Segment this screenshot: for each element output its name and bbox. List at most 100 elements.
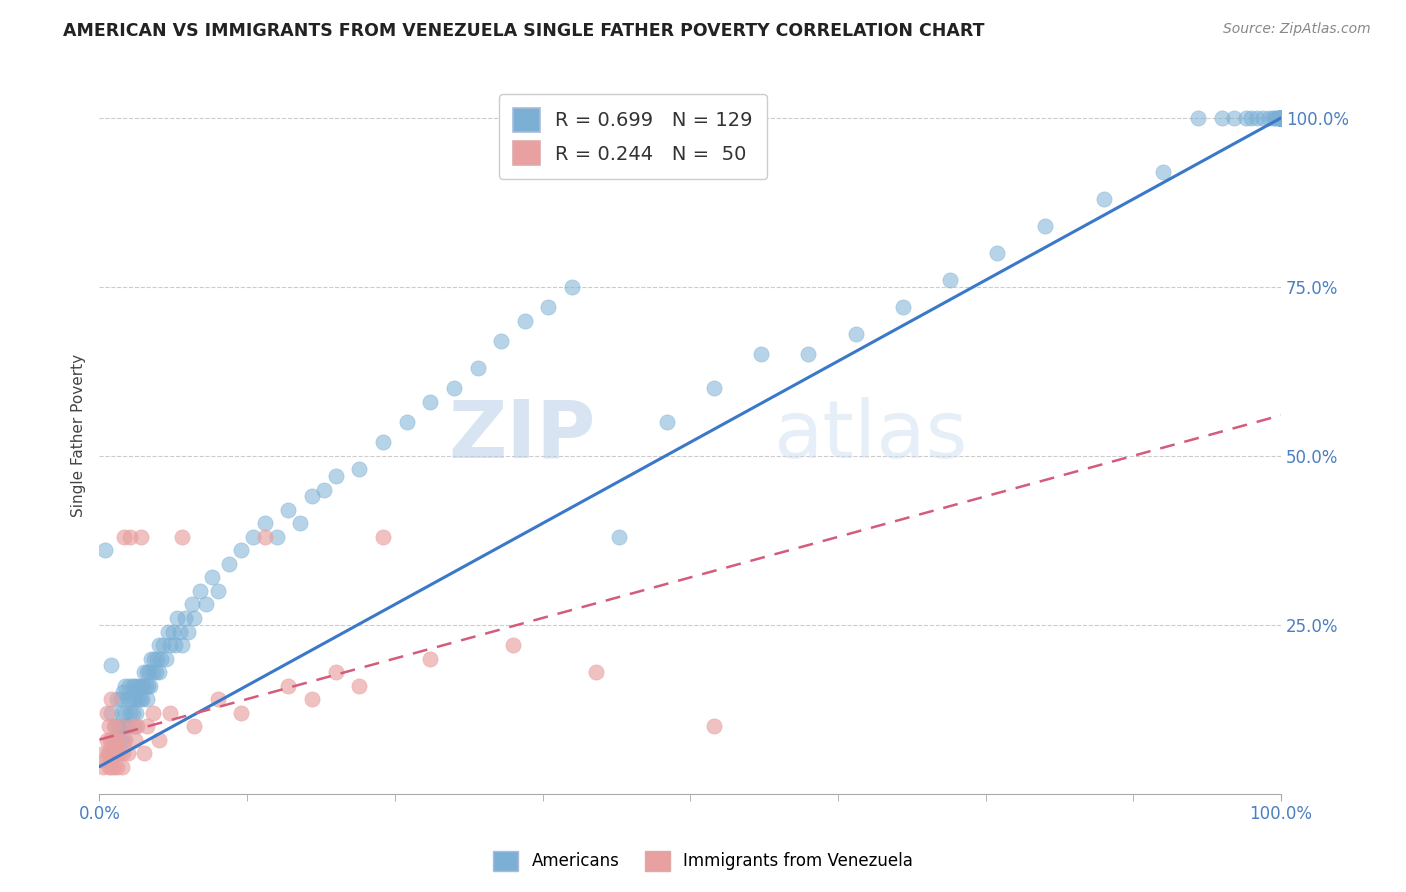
Point bbox=[121, 679, 143, 693]
Point bbox=[242, 530, 264, 544]
Point bbox=[207, 584, 229, 599]
Text: ZIP: ZIP bbox=[449, 397, 596, 475]
Point bbox=[117, 692, 139, 706]
Point bbox=[419, 651, 441, 665]
Point bbox=[419, 394, 441, 409]
Point bbox=[112, 746, 135, 760]
Point bbox=[1268, 111, 1291, 125]
Point bbox=[277, 679, 299, 693]
Point bbox=[112, 719, 135, 733]
Point bbox=[172, 530, 194, 544]
Point bbox=[129, 530, 152, 544]
Point bbox=[1222, 111, 1244, 125]
Point bbox=[122, 692, 145, 706]
Point bbox=[112, 732, 135, 747]
Point bbox=[110, 719, 132, 733]
Point bbox=[103, 759, 125, 773]
Point bbox=[797, 347, 820, 361]
Point bbox=[139, 679, 162, 693]
Point bbox=[149, 651, 172, 665]
Point bbox=[277, 503, 299, 517]
Point bbox=[97, 746, 120, 760]
Point bbox=[100, 706, 122, 720]
Point bbox=[1033, 219, 1056, 233]
Point bbox=[108, 746, 131, 760]
Point bbox=[104, 746, 127, 760]
Point bbox=[148, 638, 170, 652]
Point bbox=[114, 732, 136, 747]
Point bbox=[749, 347, 772, 361]
Point bbox=[120, 706, 142, 720]
Point bbox=[103, 719, 125, 733]
Point bbox=[1268, 111, 1291, 125]
Point bbox=[103, 732, 125, 747]
Point bbox=[132, 679, 155, 693]
Point bbox=[165, 638, 187, 652]
Point bbox=[325, 665, 347, 679]
Point bbox=[100, 732, 122, 747]
Point bbox=[101, 746, 124, 760]
Point bbox=[107, 732, 129, 747]
Point bbox=[98, 732, 121, 747]
Point bbox=[1268, 111, 1291, 125]
Point bbox=[117, 746, 139, 760]
Point bbox=[131, 692, 153, 706]
Point bbox=[100, 692, 122, 706]
Point bbox=[1234, 111, 1257, 125]
Point bbox=[561, 280, 583, 294]
Point bbox=[121, 706, 143, 720]
Point bbox=[97, 759, 120, 773]
Point bbox=[1251, 111, 1274, 125]
Point bbox=[1258, 111, 1281, 125]
Point bbox=[939, 273, 962, 287]
Point bbox=[115, 719, 138, 733]
Point bbox=[138, 665, 160, 679]
Point bbox=[703, 719, 725, 733]
Point bbox=[159, 706, 181, 720]
Point bbox=[142, 665, 165, 679]
Point bbox=[134, 746, 156, 760]
Point bbox=[371, 530, 394, 544]
Point bbox=[1246, 111, 1268, 125]
Point bbox=[1268, 111, 1291, 125]
Point bbox=[96, 706, 118, 720]
Point bbox=[97, 719, 120, 733]
Point bbox=[986, 246, 1008, 260]
Point bbox=[110, 719, 132, 733]
Point bbox=[1268, 111, 1291, 125]
Point bbox=[114, 679, 136, 693]
Point bbox=[703, 381, 725, 395]
Point bbox=[105, 692, 128, 706]
Point bbox=[253, 530, 276, 544]
Point bbox=[1268, 111, 1291, 125]
Point bbox=[162, 624, 184, 639]
Point bbox=[145, 665, 167, 679]
Point bbox=[1268, 111, 1291, 125]
Point bbox=[1267, 111, 1289, 125]
Point bbox=[1268, 111, 1291, 125]
Point bbox=[152, 638, 174, 652]
Point bbox=[312, 483, 335, 497]
Point bbox=[97, 746, 120, 760]
Point bbox=[218, 557, 240, 571]
Point bbox=[94, 753, 117, 767]
Point bbox=[169, 624, 191, 639]
Point bbox=[1264, 111, 1286, 125]
Point bbox=[128, 692, 150, 706]
Point bbox=[891, 300, 914, 314]
Point bbox=[183, 611, 205, 625]
Point bbox=[1187, 111, 1209, 125]
Point bbox=[134, 679, 156, 693]
Point bbox=[159, 638, 181, 652]
Point bbox=[129, 679, 152, 693]
Point bbox=[156, 624, 179, 639]
Point bbox=[1261, 111, 1284, 125]
Point bbox=[1240, 111, 1263, 125]
Point bbox=[166, 611, 188, 625]
Point bbox=[1152, 165, 1174, 179]
Point bbox=[121, 719, 143, 733]
Point bbox=[136, 679, 159, 693]
Point bbox=[91, 759, 114, 773]
Point bbox=[141, 651, 163, 665]
Point bbox=[134, 665, 156, 679]
